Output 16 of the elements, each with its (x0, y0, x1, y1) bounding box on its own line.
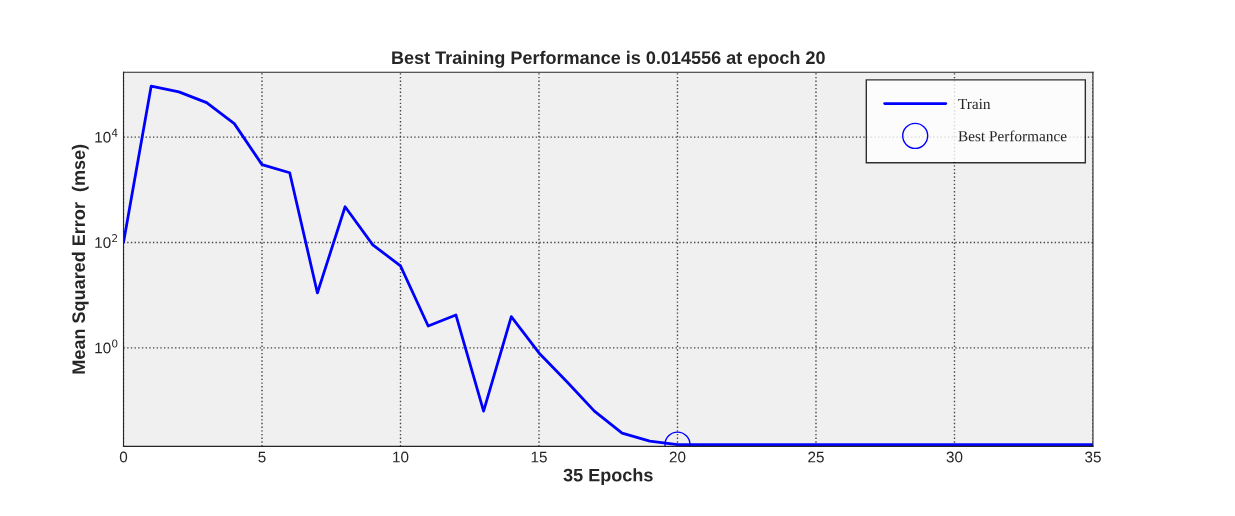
x-tick-label: 5 (258, 451, 266, 463)
x-tick-label: 15 (531, 451, 547, 463)
x-tick-label: 30 (946, 451, 963, 463)
x-tick-label: 25 (808, 451, 824, 463)
x-axis-title: 35 Epochs (563, 468, 653, 486)
x-tick-label: 0 (119, 451, 128, 463)
legend-label: Train (958, 98, 991, 110)
y-tick-label: 10$^{4}$ (95, 128, 118, 143)
chart-title: Best Training Performance is 0.014556 at epoch 20 (392, 50, 825, 68)
legend-label: Best Performance (958, 130, 1067, 142)
x-tick-label: 20 (669, 451, 686, 463)
y-axis-title: Mean Squared Error (mse) (71, 144, 89, 374)
x-tick-label: 10 (393, 451, 409, 463)
y-tick-label: 10$^{2}$ (95, 234, 118, 249)
y-tick-label: 10$^{0}$ (95, 339, 118, 354)
x-tick-label: 35 (1085, 451, 1101, 463)
